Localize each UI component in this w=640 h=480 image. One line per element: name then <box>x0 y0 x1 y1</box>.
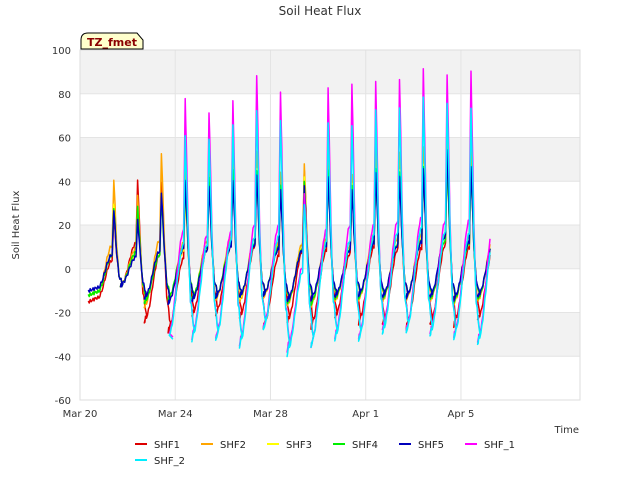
legend-label: SHF1 <box>154 440 180 451</box>
y-axis-title: Soil Heat Flux <box>11 190 22 259</box>
y-tick-label: 0 <box>65 265 71 276</box>
x-tick-label: Apr 1 <box>352 409 379 420</box>
band <box>80 312 580 357</box>
x-axis-ticks: Mar 20 Mar 24 Mar 28 Apr 1 Apr 5 <box>63 409 475 420</box>
station-badge: TZ_fmet <box>80 32 144 50</box>
legend: SHF1 SHF2 SHF3 SHF4 SHF5 SHF_1 SHF_2 <box>135 440 515 467</box>
badge-box <box>80 32 144 50</box>
y-tick-label: -40 <box>55 352 71 363</box>
y-axis-ticks: -60 -40 -20 0 20 40 60 80 100 <box>52 46 71 407</box>
legend-label: SHF2 <box>220 440 246 451</box>
legend-item: SHF2 <box>201 440 246 451</box>
y-tick-label: -60 <box>55 396 71 407</box>
legend-label: SHF4 <box>352 440 378 451</box>
x-tick-label: Mar 24 <box>158 409 193 420</box>
legend-item: SHF_2 <box>135 456 185 467</box>
chart-title: Soil Heat Flux <box>279 4 362 18</box>
legend-item: SHF_1 <box>465 440 515 451</box>
background-bands <box>80 50 580 357</box>
y-tick-label: 40 <box>58 177 71 188</box>
series-line-shf_2 <box>168 96 491 358</box>
y-tick-label: 60 <box>58 134 71 145</box>
badge-label: TZ_fmet <box>87 36 137 49</box>
legend-item: SHF1 <box>135 440 180 451</box>
y-tick-label: 80 <box>58 90 71 101</box>
y-tick-label: -20 <box>55 309 71 320</box>
legend-label: SHF5 <box>418 440 444 451</box>
legend-label: SHF_2 <box>154 456 185 467</box>
legend-label: SHF_1 <box>484 440 515 451</box>
legend-item: SHF3 <box>267 440 312 451</box>
legend-label: SHF3 <box>286 440 312 451</box>
y-tick-label: 100 <box>52 46 71 57</box>
series-lines <box>87 67 491 358</box>
legend-item: SHF4 <box>333 440 378 451</box>
x-tick-label: Apr 5 <box>448 409 475 420</box>
y-tick-label: 20 <box>58 221 71 232</box>
x-axis-title: Time <box>554 425 579 436</box>
legend-item: SHF5 <box>399 440 444 451</box>
x-tick-label: Mar 28 <box>253 409 288 420</box>
band <box>80 50 580 94</box>
x-tick-label: Mar 20 <box>63 409 98 420</box>
plot-area <box>79 49 581 401</box>
series-line-shf5 <box>87 149 491 306</box>
